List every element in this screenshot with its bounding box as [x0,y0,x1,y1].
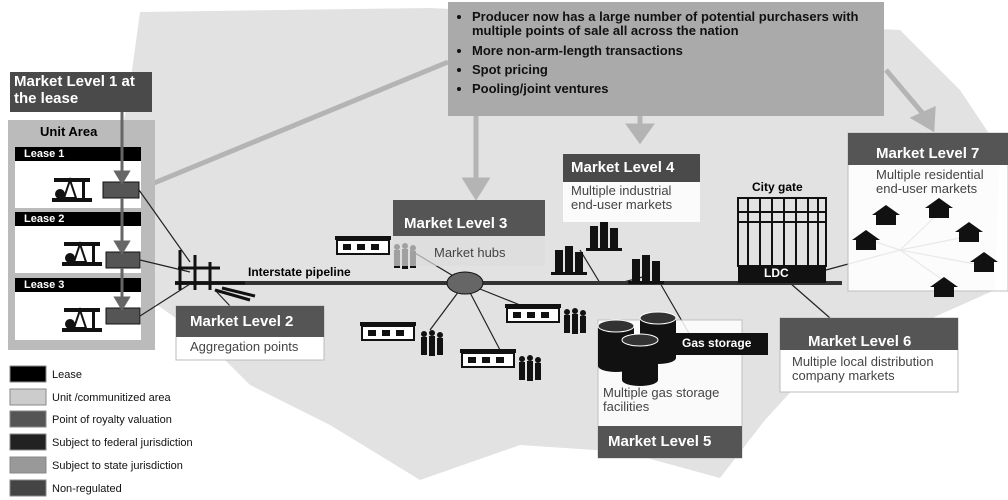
bullet: Spot pricing [472,62,882,77]
ldc-label: LDC [764,266,789,280]
ml6-desc: Multiple local distribution company mark… [792,354,934,384]
legend-label: Unit /communitized area [52,392,171,404]
bullet: Pooling/joint ventures [472,81,882,96]
gas-storage-text: Gas storage [682,336,752,350]
legend-label: Point of royalty valuation [52,414,172,426]
callout-box [448,2,884,116]
ldc-bar [738,265,826,283]
ml3-desc: Market hubs [434,245,506,260]
pipeline-label: Interstate pipeline [248,265,351,279]
ml2-title: Market Level 2 [190,313,294,330]
ml5-header [598,426,742,458]
ml2-header [176,306,324,337]
ml4-body [563,182,700,222]
ml6-header [780,318,958,350]
bullet: More non-arm-length transactions [472,43,882,58]
bullet: Producer now has a large number of poten… [472,9,882,39]
unit-area-label: Unit Area [40,124,98,139]
ml7-desc: Multiple residential end-user markets [876,167,984,197]
legend-label: Subject to federal jurisdiction [52,437,193,449]
royalty-points [102,181,141,325]
ml4-title: Market Level 4 [571,159,675,176]
map-background [112,8,1000,480]
ml7-title: Market Level 7 [876,145,980,162]
ml5-title: Market Level 5 [608,433,712,450]
ml3-body [393,236,545,266]
callout: Producer now has a large number of poten… [452,9,882,101]
legend-label: Subject to state jurisdiction [52,460,183,472]
ml3-title: Market Level 3 [404,215,508,232]
legend-label: Lease [52,369,82,381]
ml3-box [393,200,545,236]
aggregation [175,250,256,302]
ml4-box [563,154,700,182]
legend-label: Non-regulated [52,483,122,495]
city-gate-label: City gate [752,180,803,194]
market-hub [446,271,484,295]
ml1-title: Market Level 1 at the lease [14,73,135,107]
lease-label: Lease 1 [24,148,65,160]
ml6-title: Market Level 6 [808,333,912,350]
ml5-desc: Multiple gas storage facilities [603,385,720,415]
ml7-header [848,133,1008,165]
callout-arrows [141,59,936,201]
lease-label: Lease 3 [24,279,65,291]
lease-arrows [113,112,131,311]
ml2-desc: Aggregation points [190,339,299,354]
lease-label: Lease 2 [24,213,65,225]
legend-swatches [9,365,47,497]
gas-storage-label [676,333,768,355]
ml4-desc: Multiple industrial end-user markets [571,183,673,213]
city-gate [737,197,827,267]
ml1-box [10,72,152,112]
